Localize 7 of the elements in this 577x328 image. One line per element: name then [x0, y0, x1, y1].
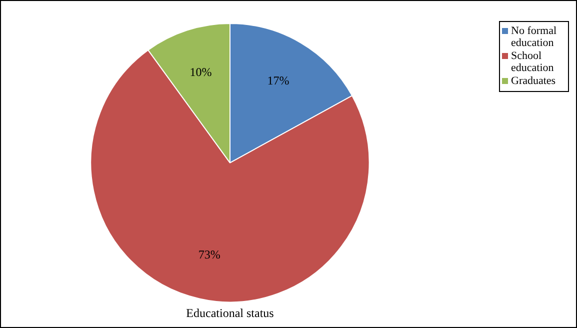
legend-label: No formal education — [511, 25, 558, 49]
text: Educational status — [186, 306, 274, 320]
data-label: 73% — [198, 247, 220, 262]
data-label: 10% — [190, 64, 212, 79]
data-label: 17% — [267, 73, 290, 88]
legend-label: Graduates — [511, 75, 556, 87]
legend-label: School education — [511, 50, 555, 74]
